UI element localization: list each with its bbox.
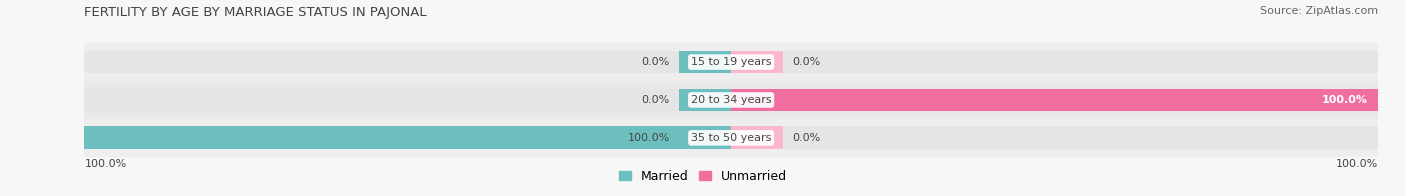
Bar [731,43,1378,81]
Bar [731,126,783,149]
Bar [731,81,1378,119]
Bar [84,126,731,149]
Text: 100.0%: 100.0% [1322,95,1368,105]
Bar [84,89,731,111]
Bar [731,89,1378,111]
Bar [731,126,1378,149]
Text: 100.0%: 100.0% [84,159,127,169]
Bar [731,51,783,74]
Bar [679,89,731,111]
Text: 20 to 34 years: 20 to 34 years [690,95,772,105]
Text: 35 to 50 years: 35 to 50 years [690,133,772,143]
Bar [84,81,731,119]
Bar [679,51,731,74]
Text: FERTILITY BY AGE BY MARRIAGE STATUS IN PAJONAL: FERTILITY BY AGE BY MARRIAGE STATUS IN P… [84,6,427,19]
Bar [84,51,731,74]
Text: Source: ZipAtlas.com: Source: ZipAtlas.com [1260,6,1378,16]
Bar [84,126,731,149]
Legend: Married, Unmarried: Married, Unmarried [613,165,793,188]
Text: 0.0%: 0.0% [641,95,669,105]
Text: 0.0%: 0.0% [641,57,669,67]
Text: 15 to 19 years: 15 to 19 years [690,57,772,67]
Text: 100.0%: 100.0% [627,133,669,143]
Bar [731,51,1378,74]
Bar [84,43,731,81]
Text: 0.0%: 0.0% [793,133,821,143]
Text: 0.0%: 0.0% [793,57,821,67]
Bar [731,119,1378,157]
Bar [84,119,731,157]
Bar [731,89,1378,111]
Text: 100.0%: 100.0% [1336,159,1378,169]
